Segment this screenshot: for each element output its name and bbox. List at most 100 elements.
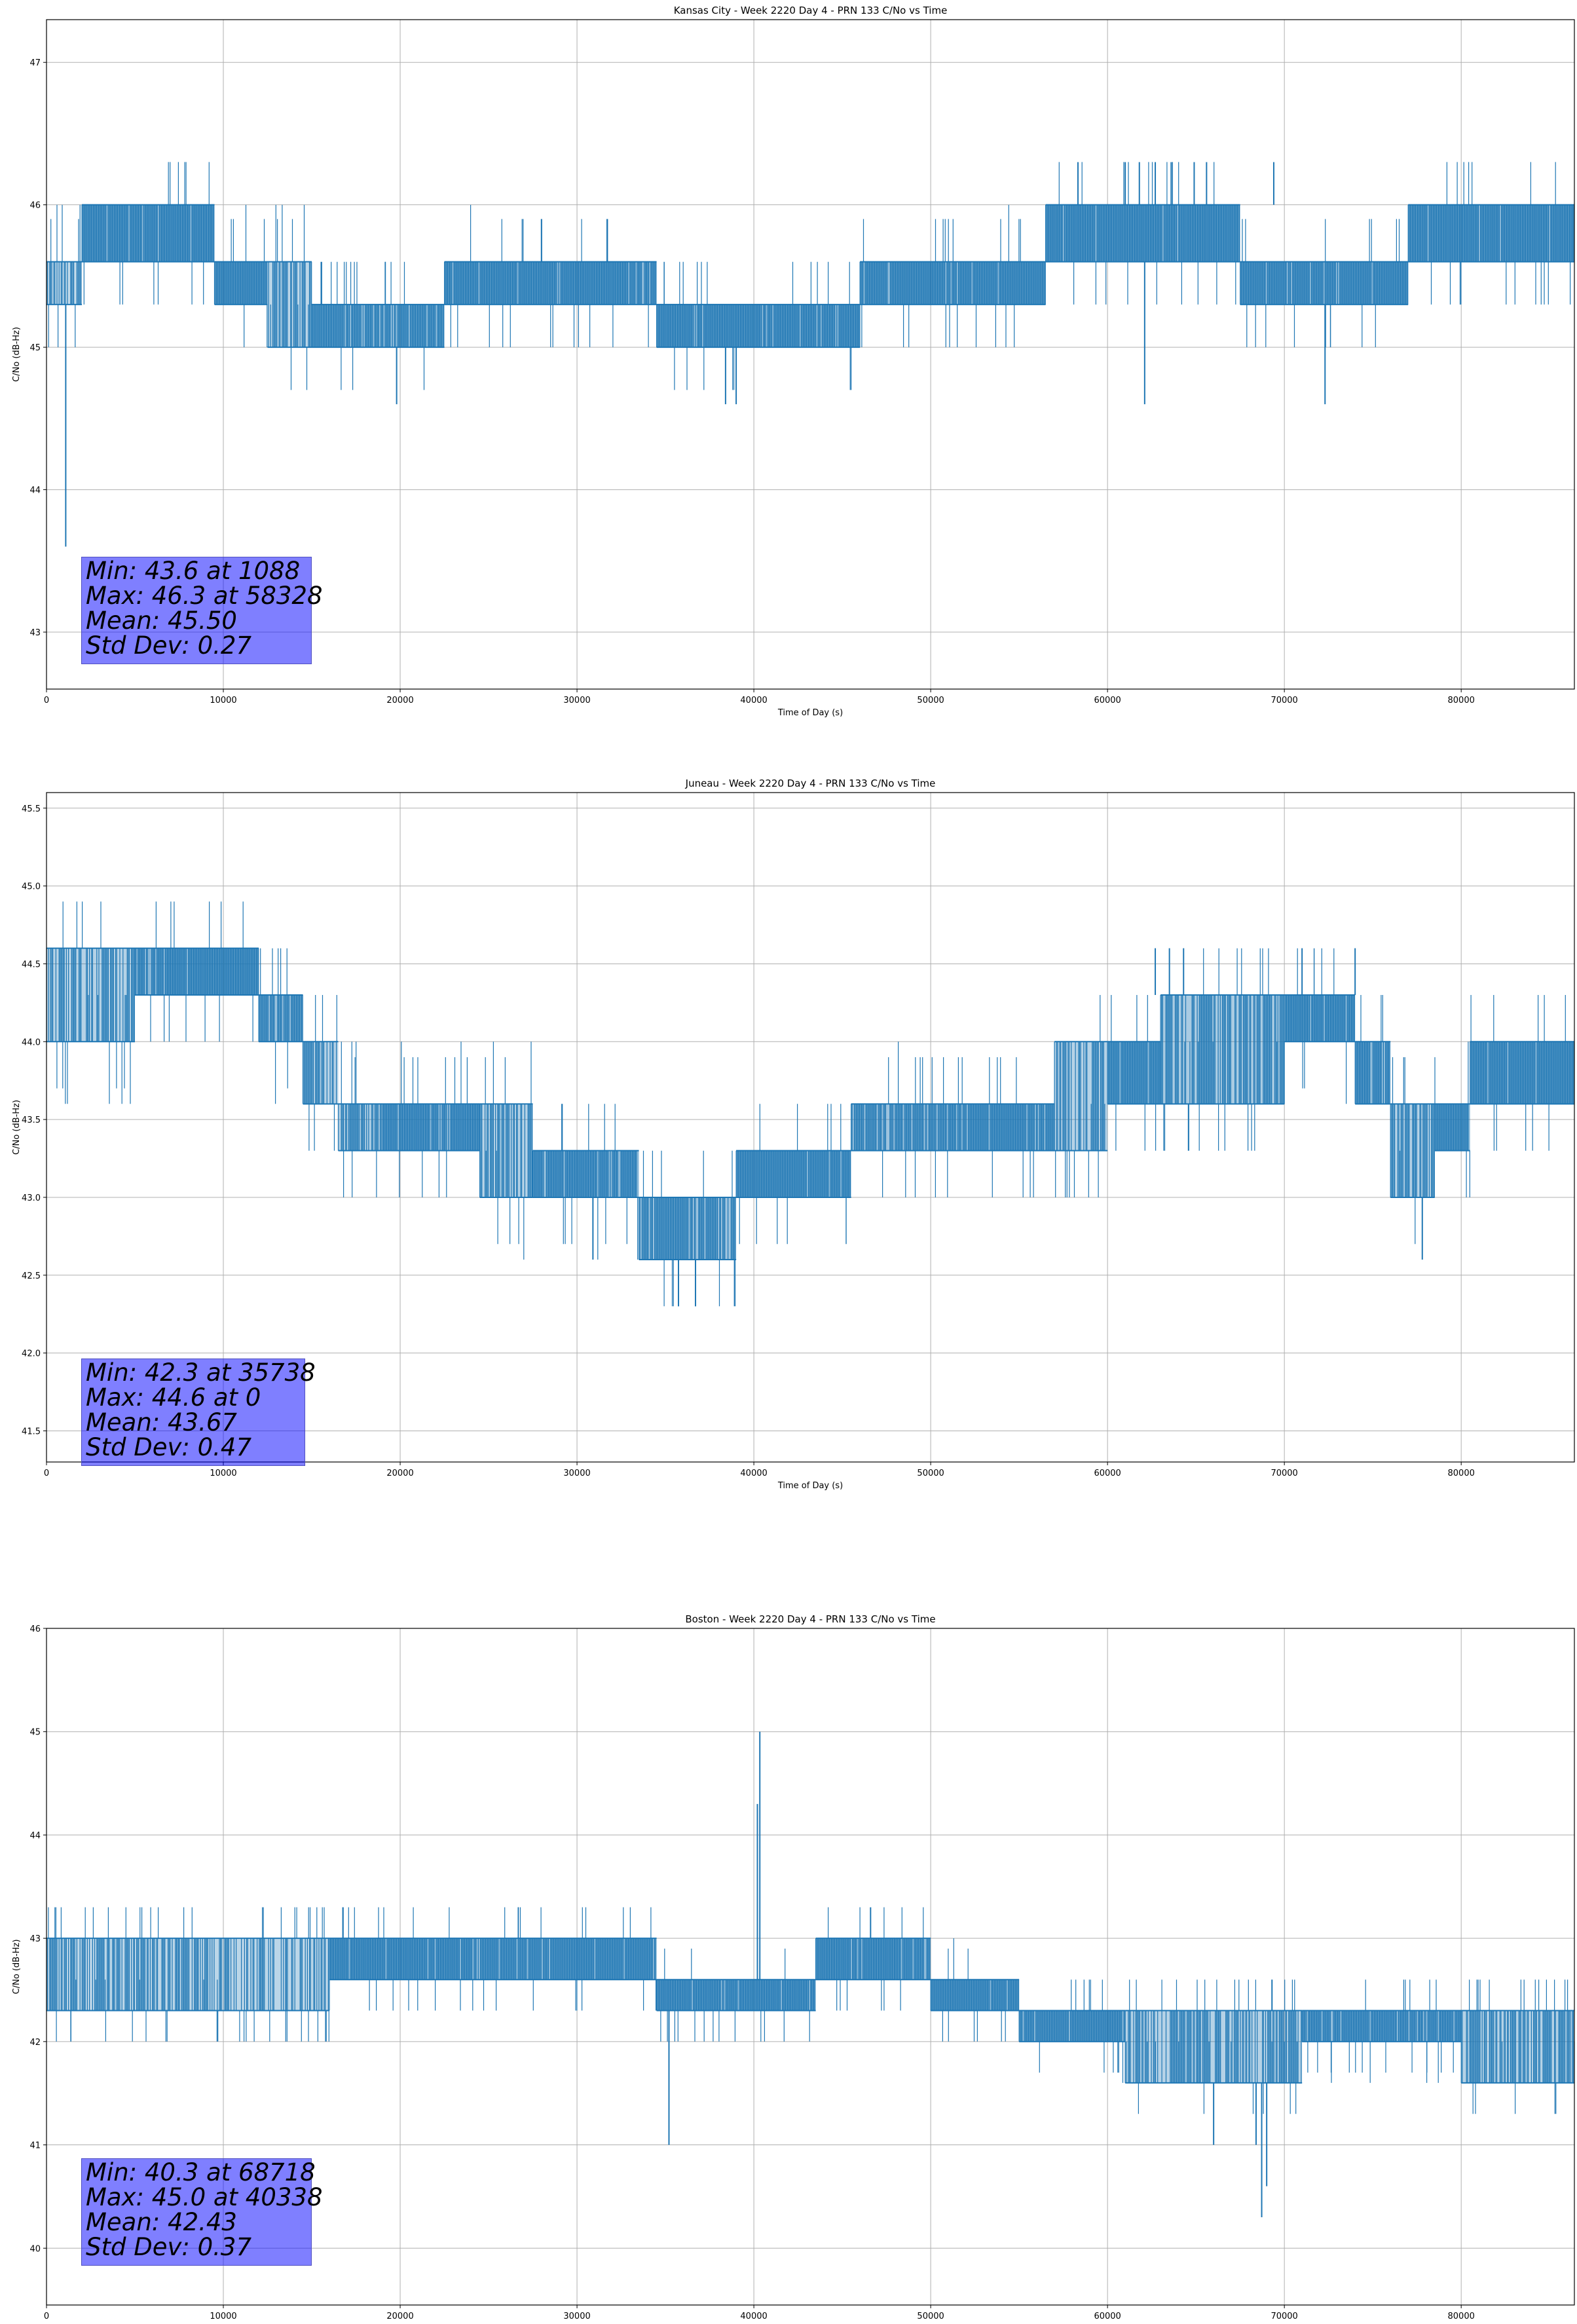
data-excursion <box>260 948 288 1089</box>
y-axis-label: C/No (dB-Hz) <box>12 327 22 382</box>
y-tick-label: 44 <box>29 1831 41 1841</box>
y-tick-label: 44.5 <box>22 960 41 969</box>
stats-min: Min: 40.3 at 68718 <box>86 2158 316 2186</box>
data-excursion <box>343 1057 377 1197</box>
data-excursion <box>561 1104 627 1245</box>
x-tick-label: 20000 <box>386 2312 413 2321</box>
data-excursion <box>56 901 125 1089</box>
data-trace <box>1390 1104 1435 1197</box>
data-excursion <box>888 1057 944 1197</box>
stats-max: Max: 46.3 at 58328 <box>86 582 323 610</box>
data-band <box>382 1104 480 1151</box>
data-excursion <box>1469 1979 1568 2114</box>
data-excursion <box>1065 995 1101 1197</box>
data-excursion <box>320 261 425 390</box>
x-tick-label: 70000 <box>1271 2312 1297 2321</box>
x-tick-label: 60000 <box>1094 2312 1121 2321</box>
data-trace <box>948 1104 1055 1151</box>
data-excursion <box>957 1057 1034 1197</box>
data-excursion <box>399 1057 468 1197</box>
chart-boston: Boston - Week 2220 Day 4 - PRN 133 C/No … <box>12 1613 1575 2321</box>
y-tick-label: 42 <box>29 2038 41 2048</box>
data-trace <box>302 995 337 1151</box>
data-excursion <box>308 995 337 1151</box>
y-tick-label: 40 <box>29 2244 41 2254</box>
y-tick-label: 43.5 <box>22 1115 41 1125</box>
stats-std-dev: Std Dev: 0.47 <box>86 1433 252 1461</box>
chart-kansas-city: Kansas City - Week 2220 Day 4 - PRN 133 … <box>12 5 1575 718</box>
y-tick-label: 43 <box>29 1934 41 1944</box>
x-tick-label: 80000 <box>1448 696 1475 705</box>
y-tick-label: 43.0 <box>22 1193 41 1203</box>
data-band <box>639 1197 737 1260</box>
x-tick-label: 0 <box>44 2312 49 2321</box>
x-tick-label: 70000 <box>1271 1469 1297 1478</box>
data-excursion <box>900 1907 924 2011</box>
chart-title: Boston - Week 2220 Day 4 - PRN 133 C/No … <box>685 1613 935 1625</box>
data-trace <box>1107 995 1160 1104</box>
data-trace <box>1054 1041 1105 1197</box>
data-band <box>329 1938 472 1980</box>
x-tick-label: 30000 <box>563 2312 590 2321</box>
data-excursion <box>660 1948 786 2042</box>
y-axis-label: C/No (dB-Hz) <box>12 1940 22 1995</box>
y-axis-label: C/No (dB-Hz) <box>12 1100 22 1155</box>
stats-std-dev: Std Dev: 0.37 <box>86 2233 252 2261</box>
data-excursion <box>1392 1057 1416 1245</box>
y-tick-label: 46 <box>29 1624 41 1634</box>
data-trace <box>656 304 861 348</box>
data-trace <box>81 204 215 262</box>
x-tick-label: 0 <box>44 696 49 705</box>
y-tick-label: 46 <box>29 201 41 211</box>
data-excursion <box>582 1907 657 2011</box>
data-excursion <box>1430 162 1571 305</box>
y-tick-label: 45.0 <box>22 882 41 892</box>
y-tick-label: 45 <box>29 1728 41 1738</box>
data-trace <box>1045 204 1240 305</box>
axes-frame <box>46 1628 1575 2306</box>
data-trace <box>1284 995 1355 1104</box>
data-trace <box>532 1150 639 1260</box>
y-tick-label: 42.5 <box>22 1271 41 1281</box>
x-tick-label: 10000 <box>210 1469 236 1478</box>
data-excursion <box>1058 162 1236 305</box>
data-trace <box>1354 1041 1390 1104</box>
data-excursion <box>485 1057 519 1245</box>
x-tick-label: 50000 <box>917 2312 944 2321</box>
data-excursion <box>739 1104 847 1245</box>
axes-frame <box>46 19 1575 690</box>
data-trace <box>268 204 312 348</box>
data-trace <box>1407 162 1574 262</box>
x-tick-label: 20000 <box>386 696 413 705</box>
x-tick-label: 40000 <box>740 696 767 705</box>
data-series <box>46 901 1574 1307</box>
y-tick-label: 42.0 <box>22 1349 41 1359</box>
data-excursion <box>1111 995 1157 1151</box>
x-tick-label: 80000 <box>1448 1469 1475 1478</box>
x-tick-label: 10000 <box>210 2312 236 2321</box>
data-trace <box>329 1938 472 2011</box>
stats-std-dev: Std Dev: 0.27 <box>86 631 252 660</box>
y-tick-label: 47 <box>29 58 41 68</box>
stats-max: Max: 45.0 at 40338 <box>86 2183 323 2211</box>
data-excursion <box>1187 948 1263 1151</box>
chart-title: Juneau - Week 2220 Day 4 - PRN 133 C/No … <box>685 778 936 789</box>
y-tick-label: 43 <box>29 628 41 638</box>
data-excursion <box>231 219 268 348</box>
x-tick-label: 80000 <box>1448 2312 1475 2321</box>
stats-mean: Mean: 42.43 <box>86 2208 237 2236</box>
stats-mean: Mean: 45.50 <box>86 607 237 635</box>
data-trace <box>444 204 657 305</box>
data-excursion <box>1307 1979 1454 2073</box>
data-excursion <box>1434 1057 1470 1197</box>
chart-panel-boston: Boston - Week 2220 Day 4 - PRN 133 C/No … <box>0 1546 1577 2321</box>
x-tick-label: 0 <box>44 1469 49 1478</box>
data-excursion <box>1360 995 1383 1042</box>
data-trace <box>895 1938 931 1980</box>
y-tick-label: 45 <box>29 343 41 353</box>
data-excursion <box>277 219 308 390</box>
data-excursion <box>663 261 852 390</box>
chart-panel-kansas-city: Kansas City - Week 2220 Day 4 - PRN 133 … <box>0 0 1577 773</box>
x-tick-label: 30000 <box>563 696 590 705</box>
data-trace <box>1240 261 1409 305</box>
